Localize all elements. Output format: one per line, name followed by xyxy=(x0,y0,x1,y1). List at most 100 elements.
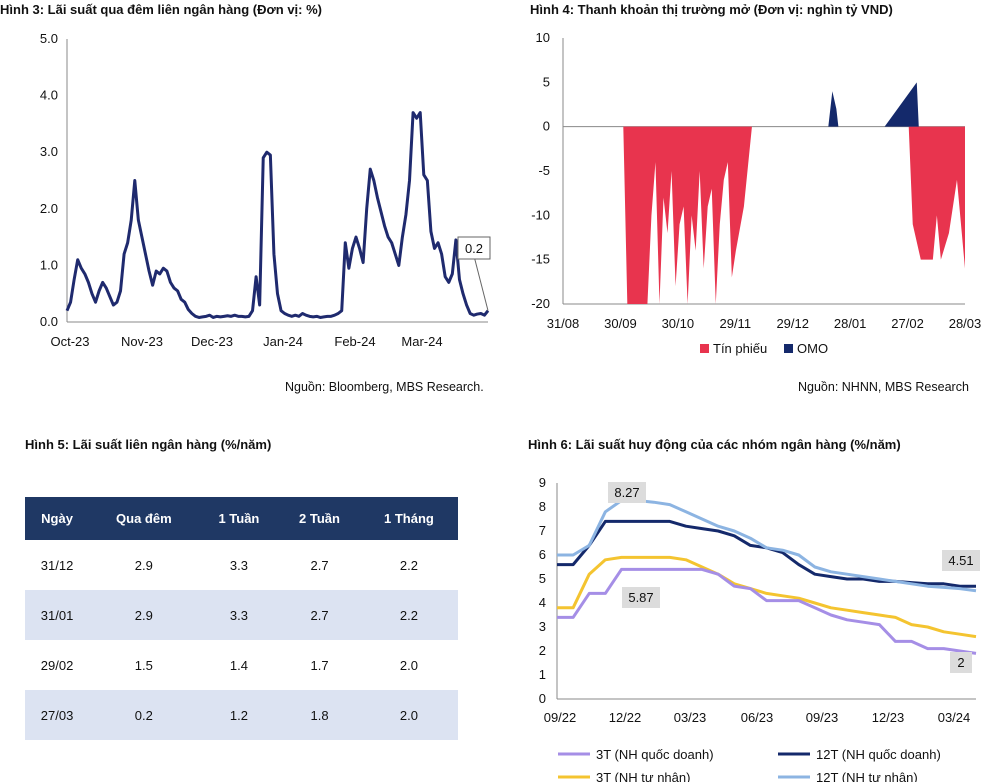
y-tick-label: 8 xyxy=(539,499,546,514)
x-tick-label: Oct-23 xyxy=(50,334,89,349)
cell: 2.2 xyxy=(399,557,418,573)
table-header-row: Ngày Qua đêm 1 Tuần 2 Tuần 1 Tháng xyxy=(25,497,458,540)
cell: 2.9 xyxy=(89,590,199,640)
annotation-box xyxy=(622,587,660,608)
cell: 31/12 xyxy=(40,557,74,573)
y-tick-label: 4.0 xyxy=(40,88,58,103)
cell: 2.9 xyxy=(134,557,153,573)
annotation-leader xyxy=(473,255,489,311)
col-header-overnight: Qua đêm xyxy=(89,497,199,540)
y-tick-label: 2.0 xyxy=(40,201,58,216)
col-header-2-week: 2 Tuần xyxy=(279,497,360,540)
y-tick-label: 5 xyxy=(543,74,550,89)
annotation-label: 0.2 xyxy=(465,241,483,256)
x-tick-label: 27/02 xyxy=(891,316,924,331)
cell: 27/03 xyxy=(25,690,90,740)
cell: 2.7 xyxy=(279,590,360,640)
x-tick-label: 29/12 xyxy=(776,316,809,331)
legend-label: 12T (NH quốc doanh) xyxy=(816,747,941,762)
legend-swatch-omo xyxy=(784,344,793,353)
cell: 2.0 xyxy=(399,657,418,673)
cell: 1.4 xyxy=(229,657,248,673)
x-tick-label: Mar-24 xyxy=(401,334,442,349)
annotation-label: 2 xyxy=(957,655,964,670)
y-tick-label: 1 xyxy=(539,667,546,682)
y-tick-label: -15 xyxy=(531,252,550,267)
x-tick-label: 09/22 xyxy=(544,710,577,725)
table-row: 31/01 2.9 3.3 2.7 2.2 xyxy=(25,590,458,640)
x-tick-label: Jan-24 xyxy=(263,334,303,349)
table-row: 31/12 2.9 3.3 2.7 2.2 xyxy=(25,540,458,590)
y-tick-label: 1.0 xyxy=(40,257,58,272)
y-tick-label: 5.0 xyxy=(40,31,58,46)
y-tick-label: 0.0 xyxy=(40,314,58,329)
fig3-title: Hình 3: Lãi suất qua đêm liên ngân hàng … xyxy=(0,2,322,17)
y-tick-label: -5 xyxy=(538,163,550,178)
cell: 31/01 xyxy=(25,590,90,640)
y-tick-label: 9 xyxy=(539,475,546,490)
fig4-source: Nguồn: NHNN, MBS Research xyxy=(798,380,969,394)
fig4-chart: -20 -15 -10 -5 0 5 10 31/08 30/09 30/10 29/11 29/12… xyxy=(531,30,982,356)
col-header-1-month: 1 Tháng xyxy=(359,497,458,540)
legend-swatch-tin-phieu xyxy=(700,344,709,353)
x-tick-label: 09/23 xyxy=(806,710,839,725)
fig4-title: Hình 4: Thanh khoản thị trường mở (Đơn v… xyxy=(530,2,893,17)
y-tick-label: -20 xyxy=(531,296,550,311)
annotation-label: 5.87 xyxy=(628,590,653,605)
legend-label: 3T (NH quốc doanh) xyxy=(596,747,714,762)
cell: 3.3 xyxy=(198,590,280,640)
y-tick-label: 2 xyxy=(539,643,546,658)
x-tick-label: Nov-23 xyxy=(121,334,163,349)
col-header-date: Ngày xyxy=(25,497,90,540)
tin-phieu-area xyxy=(623,126,965,305)
x-tick-label: 29/11 xyxy=(719,316,751,331)
cell: 2.0 xyxy=(359,690,458,740)
x-tick-label: 28/03 xyxy=(949,316,982,331)
y-tick-label: 4 xyxy=(539,595,546,610)
annotation-label: 4.51 xyxy=(948,553,973,568)
x-tick-label: Dec-23 xyxy=(191,334,233,349)
y-tick-label: 5 xyxy=(539,571,546,586)
fig3-source: Nguồn: Bloomberg, MBS Research. xyxy=(285,380,484,394)
x-tick-label: 28/01 xyxy=(834,316,867,331)
y-tick-label: -10 xyxy=(531,207,550,222)
y-tick-label: 3 xyxy=(539,619,546,634)
cell: 0.2 xyxy=(89,690,199,740)
x-tick-label: 30/10 xyxy=(662,316,695,331)
annotation-box xyxy=(942,550,980,571)
series-line xyxy=(557,567,977,655)
x-tick-label: 31/08 xyxy=(547,316,580,331)
y-tick-label: 3.0 xyxy=(40,144,58,159)
fig5-title: Hình 5: Lãi suất liên ngân hàng (%/năm) xyxy=(25,437,272,452)
x-tick-label: 30/09 xyxy=(604,316,637,331)
x-tick-label: 12/23 xyxy=(872,710,905,725)
x-tick-label: 03/24 xyxy=(938,710,971,725)
table-row: 29/02 1.5 1.4 1.7 2.0 xyxy=(25,640,458,690)
legend-label: 12T (NH tư nhân) xyxy=(816,770,918,782)
cell: 1.2 xyxy=(198,690,280,740)
annotation-box xyxy=(608,482,646,503)
col-header-1-week: 1 Tuần xyxy=(198,497,280,540)
cell: 1.5 xyxy=(134,657,153,673)
y-tick-label: 6 xyxy=(539,547,546,562)
y-tick-label: 0 xyxy=(543,119,550,134)
cell: 3.3 xyxy=(229,557,248,573)
cell: 1.7 xyxy=(310,657,329,673)
fig6-title: Hình 6: Lãi suất huy động của các nhóm n… xyxy=(528,437,901,452)
fig6-chart: 0 1 2 3 4 5 6 7 8 9 09/22 12/22 03/23 06/23 09/23 12/23… xyxy=(539,475,980,782)
legend-label-omo: OMO xyxy=(797,341,828,356)
series-line xyxy=(557,555,977,639)
interbank-rate-table: Ngày Qua đêm 1 Tuần 2 Tuần 1 Tháng 31/12… xyxy=(25,497,458,740)
annotation-box xyxy=(950,652,972,673)
y-tick-label: 7 xyxy=(539,523,546,538)
legend-label: 3T (NH tư nhân) xyxy=(596,770,690,782)
y-tick-label: 0 xyxy=(539,691,546,706)
series-line xyxy=(557,519,976,588)
x-tick-label: 06/23 xyxy=(741,710,774,725)
fig3-chart: 0.0 1.0 2.0 3.0 4.0 5.0 Oct-23 Nov-23 Dec-23 Jan-… xyxy=(40,31,491,349)
cell: 2.7 xyxy=(310,557,329,573)
x-tick-label: Feb-24 xyxy=(334,334,375,349)
overnight-rate-line xyxy=(65,111,490,319)
annotation-label: 8.27 xyxy=(614,485,639,500)
series-line xyxy=(557,499,977,593)
